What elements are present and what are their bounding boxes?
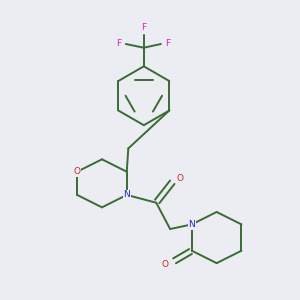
Text: N: N	[123, 190, 130, 200]
Text: F: F	[141, 23, 146, 32]
Text: N: N	[188, 220, 195, 229]
Text: O: O	[74, 167, 81, 176]
Text: F: F	[165, 40, 170, 49]
Text: O: O	[177, 174, 184, 183]
Text: O: O	[162, 260, 169, 269]
Text: F: F	[116, 40, 122, 49]
